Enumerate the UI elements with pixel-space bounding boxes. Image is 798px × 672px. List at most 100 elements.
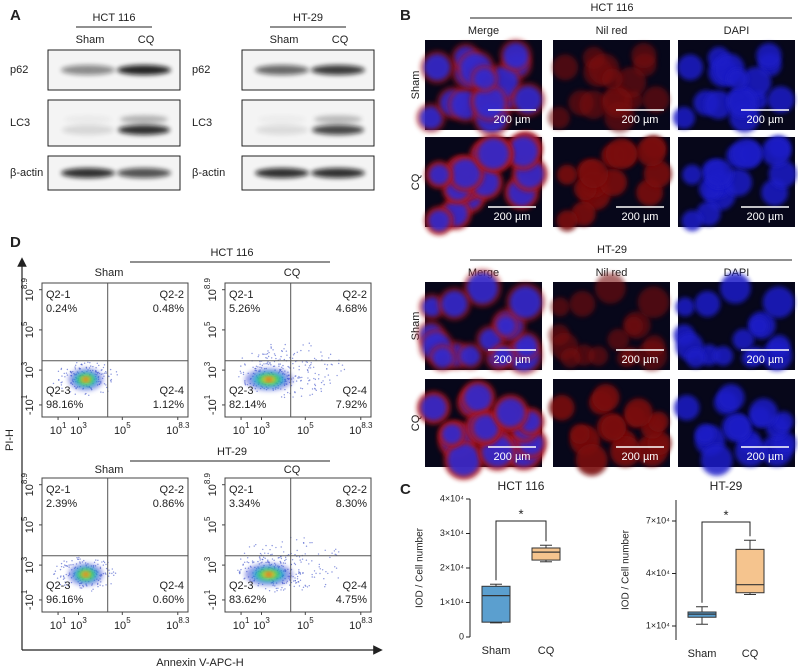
event — [269, 361, 271, 364]
tick-base: 10 — [24, 289, 36, 301]
blot-image — [241, 99, 375, 147]
protein-label: β-actin — [10, 167, 43, 179]
event — [258, 556, 261, 558]
cell — [643, 334, 666, 357]
event — [300, 561, 302, 563]
event — [262, 548, 264, 551]
event — [318, 563, 321, 566]
cell — [749, 398, 778, 427]
event — [294, 577, 296, 579]
event — [95, 559, 97, 561]
event — [343, 368, 346, 371]
band — [258, 115, 306, 124]
event — [92, 365, 94, 368]
event — [262, 353, 264, 355]
band — [117, 65, 171, 75]
cells — [416, 379, 548, 480]
event — [102, 366, 105, 369]
event — [272, 349, 274, 351]
event — [87, 361, 89, 364]
x-tick-label: 108.3 — [349, 616, 373, 632]
tick-exp: 5 — [20, 516, 29, 521]
event — [257, 585, 259, 587]
cell — [647, 411, 669, 432]
event — [108, 572, 111, 574]
event — [319, 568, 321, 570]
event — [105, 384, 107, 386]
event — [268, 590, 271, 592]
event — [324, 549, 326, 551]
event — [259, 363, 261, 365]
y-tick-label: 105 — [203, 321, 219, 338]
event — [99, 584, 101, 586]
cell — [636, 136, 666, 167]
y-tick-label: 105 — [20, 516, 36, 533]
event — [93, 561, 96, 564]
event — [259, 557, 261, 559]
event — [274, 354, 277, 357]
event — [241, 357, 244, 359]
cell — [713, 346, 734, 366]
event — [59, 583, 62, 586]
x-tick-label: 103 — [253, 616, 270, 632]
event — [105, 372, 107, 374]
event — [266, 352, 269, 355]
event — [292, 575, 294, 578]
cell — [601, 415, 627, 441]
cell — [717, 383, 745, 412]
event — [105, 370, 107, 373]
event — [242, 373, 245, 376]
cell — [732, 328, 755, 351]
event — [247, 561, 250, 564]
tick-exp: 5 — [309, 616, 314, 625]
y-tick-label: 4×10⁴ — [646, 568, 670, 578]
x-tick-label: CQ — [742, 648, 759, 660]
cell — [474, 68, 495, 90]
box — [531, 547, 561, 561]
significance-bracket — [495, 520, 547, 581]
event — [110, 378, 113, 381]
event — [110, 381, 112, 383]
cell — [602, 68, 623, 90]
event — [70, 581, 73, 584]
event — [57, 370, 60, 373]
event — [244, 567, 247, 570]
event — [60, 381, 62, 384]
event — [244, 381, 246, 383]
event — [334, 566, 336, 568]
event — [60, 367, 63, 370]
quadrant-name: Q2-4 — [160, 580, 184, 592]
tick-exp: 8.3 — [361, 616, 373, 625]
event — [313, 570, 316, 572]
event — [267, 363, 269, 366]
cell — [552, 54, 579, 81]
event — [243, 552, 246, 554]
event — [320, 388, 322, 390]
quadrant-name: Q2-2 — [343, 484, 367, 496]
event — [282, 367, 284, 370]
event — [77, 558, 79, 560]
event — [68, 582, 71, 584]
event — [102, 564, 105, 566]
event — [315, 572, 317, 575]
event — [251, 560, 254, 562]
scale-bar-label: 200 µm — [622, 451, 659, 463]
scale-bar-label: 200 µm — [622, 354, 659, 366]
cells — [672, 42, 795, 133]
event — [307, 377, 309, 379]
event — [248, 546, 251, 548]
y-tick-label: -101 — [20, 589, 36, 610]
event — [105, 563, 107, 566]
event — [70, 564, 72, 566]
tick-base: 10 — [233, 620, 245, 632]
cells — [424, 131, 548, 236]
event — [298, 585, 301, 587]
event — [244, 382, 246, 385]
event — [108, 569, 110, 571]
event — [300, 395, 303, 397]
cell — [557, 164, 578, 185]
event — [273, 353, 276, 355]
event — [267, 559, 269, 561]
event — [308, 367, 310, 369]
tick-exp: 5 — [126, 616, 131, 625]
